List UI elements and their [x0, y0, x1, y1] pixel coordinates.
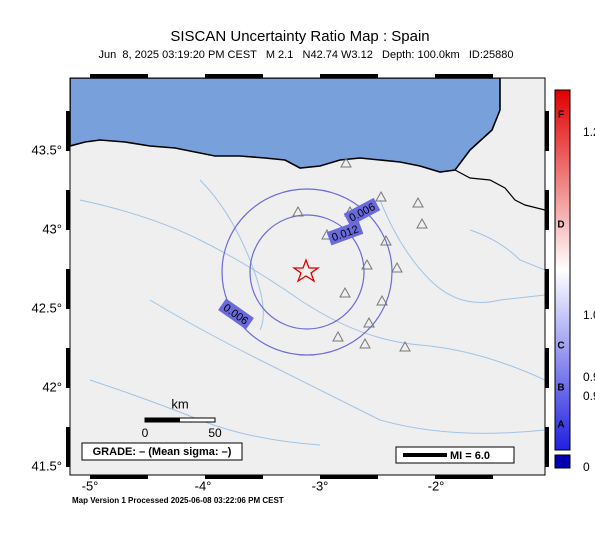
legend: MI = 6.0 [450, 450, 490, 462]
lon-label: -3° [312, 478, 329, 493]
frame-ticks [66, 74, 549, 479]
frame-band [66, 111, 70, 151]
lon-label: -5° [82, 478, 99, 493]
lat-labels: 43.5° 43° 42.5° 42° 41.5° [31, 142, 62, 473]
frame-band [545, 427, 549, 467]
colorbar-min [554, 454, 571, 469]
border [454, 169, 545, 211]
colorbar-label: 0 [583, 460, 590, 474]
colorbar-label: C [557, 341, 564, 352]
lat-label: 41.5° [31, 458, 62, 473]
frame-band [545, 269, 549, 309]
map [70, 78, 545, 475]
colorbar-label: B [557, 383, 564, 394]
frame-band [66, 348, 70, 388]
frame-band [435, 475, 493, 479]
scale-label: 50 [208, 426, 222, 440]
frame-band [320, 475, 378, 479]
legend-box [395, 446, 515, 464]
frame-band [90, 74, 148, 78]
colorbar-labels: F 1.2 D 1.0 C 0.9 B 0.9 A 0 [557, 110, 595, 475]
frame-band [545, 348, 549, 388]
lon-label: -4° [195, 478, 212, 493]
title: SISCAN Uncertainty Ratio Map : Spain [170, 28, 429, 45]
colorbar-label: D [557, 220, 564, 231]
frame-band [66, 269, 70, 309]
colorbar-label: 0.9 [583, 389, 595, 403]
colorbar-label: A [557, 420, 564, 431]
lon-labels: -5° -4° -3° -2° [82, 478, 445, 493]
frame-band [545, 190, 549, 230]
colorbar-label: 1.0 [583, 308, 595, 322]
grade: GRADE: – (Mean sigma: –) [93, 446, 232, 458]
scale-title: km [171, 396, 188, 411]
grade-box [81, 442, 243, 461]
frame-band [435, 74, 493, 78]
colorbar-label: 1.2 [583, 125, 595, 139]
frame-band [90, 475, 148, 479]
lat-label: 42.5° [31, 300, 62, 315]
epicenter [291, 258, 321, 283]
lat-label: 42° [42, 379, 62, 394]
contour-label-box [326, 220, 364, 246]
footer: Map Version 1 Processed 2025-06-08 03:22… [72, 496, 284, 505]
sea [70, 78, 501, 173]
subtitle: Jun 8, 2025 03:19:20 PM CEST M 2.1 N42.7… [99, 49, 514, 61]
contour-label-box [343, 197, 381, 227]
scale-label: 0 [142, 426, 149, 440]
contour-label-box [218, 298, 254, 330]
colorbar [554, 89, 571, 451]
scale-bar: km 0 50 [142, 396, 222, 440]
colorbar-label: F [558, 110, 564, 121]
lat-label: 43° [42, 221, 62, 236]
frame-band [205, 74, 263, 78]
frame-band [545, 111, 549, 151]
frame-band [66, 190, 70, 230]
frame-band [66, 427, 70, 467]
lon-label: -2° [428, 478, 445, 493]
contour [249, 214, 365, 330]
frame-band [320, 74, 378, 78]
colorbar-label: 0.9 [583, 370, 595, 384]
frame-band [205, 475, 263, 479]
lat-label: 43.5° [31, 142, 62, 157]
